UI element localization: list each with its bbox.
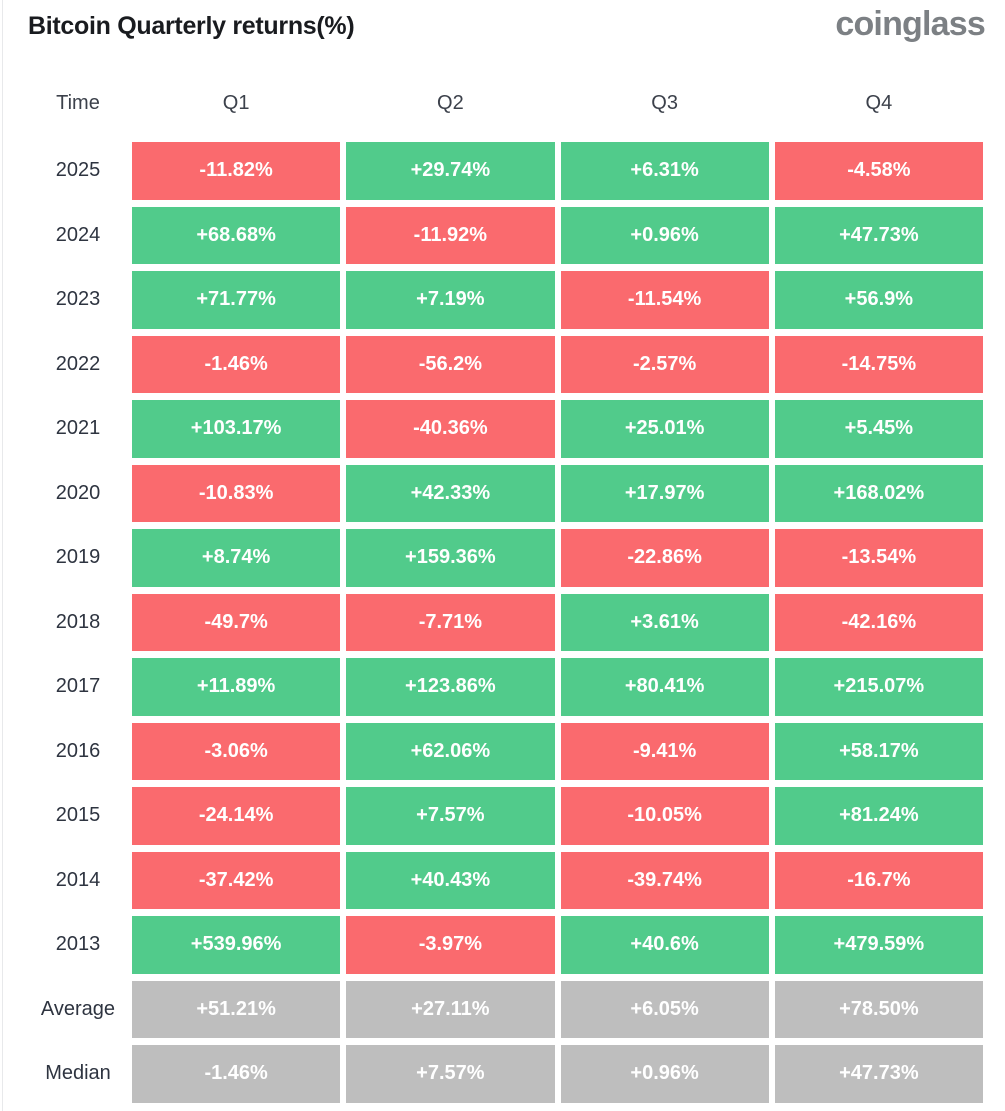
return-cell: -13.54% <box>774 529 983 587</box>
return-cell: +0.96% <box>560 206 769 264</box>
return-cell: -40.36% <box>346 400 555 458</box>
return-cell: -22.86% <box>560 529 769 587</box>
row-label: Median <box>45 1062 111 1085</box>
return-cell: +479.59% <box>774 916 983 974</box>
left-border-line <box>2 0 3 1111</box>
row-label: 2013 <box>55 933 101 956</box>
return-cell: +11.89% <box>132 658 341 716</box>
return-cell: +47.73% <box>774 206 983 264</box>
return-cell: +5.45% <box>774 400 983 458</box>
return-cell: +0.96% <box>560 1045 769 1103</box>
row-label: 2018 <box>55 610 101 633</box>
column-header-time: Time <box>56 92 100 114</box>
return-cell: -2.57% <box>560 335 769 393</box>
row-label: 2019 <box>55 546 101 569</box>
return-cell: +3.61% <box>560 593 769 651</box>
return-cell: +7.57% <box>346 1045 555 1103</box>
return-cell: -42.16% <box>774 593 983 651</box>
row-label: Average <box>40 997 116 1020</box>
return-cell: -3.97% <box>346 916 555 974</box>
return-cell: -24.14% <box>132 787 341 845</box>
return-cell: +56.9% <box>774 271 983 329</box>
return-cell: -11.82% <box>132 142 341 200</box>
return-cell: +25.01% <box>560 400 769 458</box>
table-header: Time Q1 Q2 Q3 Q4 <box>14 87 983 120</box>
row-label: 2023 <box>55 288 101 311</box>
row-label: 2017 <box>55 675 101 698</box>
return-cell: +159.36% <box>346 529 555 587</box>
return-cell: +29.74% <box>346 142 555 200</box>
return-cell: -3.06% <box>132 722 341 780</box>
column-header-q3: Q3 <box>651 92 678 114</box>
return-cell: +27.11% <box>346 980 555 1038</box>
return-cell: +123.86% <box>346 658 555 716</box>
return-cell: -11.92% <box>346 206 555 264</box>
return-cell: -11.54% <box>560 271 769 329</box>
column-header-q1: Q1 <box>222 92 250 114</box>
return-cell: +78.50% <box>774 980 983 1038</box>
column-header-q4: Q4 <box>865 92 893 114</box>
row-label: 2024 <box>55 223 101 246</box>
return-cell: +7.19% <box>346 271 555 329</box>
return-cell: -10.83% <box>132 464 341 522</box>
coinglass-logo: coinglass <box>835 5 985 43</box>
return-cell: -4.58% <box>774 142 983 200</box>
page-title: Bitcoin Quarterly returns(%) <box>28 12 355 40</box>
row-label: 2020 <box>55 481 101 504</box>
column-header-q2: Q2 <box>437 92 464 114</box>
return-cell: +81.24% <box>774 787 983 845</box>
return-cell: +539.96% <box>132 916 341 974</box>
row-label: 2016 <box>55 739 101 762</box>
return-cell: +6.31% <box>560 142 769 200</box>
row-label: 2021 <box>55 417 101 440</box>
return-cell: +215.07% <box>774 658 983 716</box>
return-cell: +51.21% <box>132 980 341 1038</box>
return-cell: +62.06% <box>346 722 555 780</box>
return-cell: -56.2% <box>346 335 555 393</box>
return-cell: -49.7% <box>132 593 341 651</box>
return-cell: +103.17% <box>132 400 341 458</box>
return-cell: -16.7% <box>774 851 983 909</box>
return-cell: -1.46% <box>132 335 341 393</box>
return-cell: -39.74% <box>560 851 769 909</box>
row-label: 2022 <box>55 352 101 375</box>
row-label: 2025 <box>55 159 101 182</box>
return-cell: +17.97% <box>560 464 769 522</box>
return-cell: +7.57% <box>346 787 555 845</box>
return-cell: +68.68% <box>132 206 341 264</box>
return-cell: +58.17% <box>774 722 983 780</box>
return-cell: +42.33% <box>346 464 555 522</box>
return-cell: -10.05% <box>560 787 769 845</box>
return-cell: -14.75% <box>774 335 983 393</box>
return-cell: -7.71% <box>346 593 555 651</box>
row-label: 2014 <box>55 868 101 891</box>
return-cell: -9.41% <box>560 722 769 780</box>
return-cell: +40.6% <box>560 916 769 974</box>
return-cell: +71.77% <box>132 271 341 329</box>
return-cell: +6.05% <box>560 980 769 1038</box>
row-label: 2015 <box>55 804 101 827</box>
return-cell: +40.43% <box>346 851 555 909</box>
return-cell: +47.73% <box>774 1045 983 1103</box>
return-cell: -37.42% <box>132 851 341 909</box>
return-cell: +8.74% <box>132 529 341 587</box>
returns-table-body: 2025 -11.82% +29.74% +6.31% -4.58% 2024 +68.68… <box>14 142 983 1103</box>
return-cell: +168.02% <box>774 464 983 522</box>
return-cell: +80.41% <box>560 658 769 716</box>
return-cell: -1.46% <box>132 1045 341 1103</box>
